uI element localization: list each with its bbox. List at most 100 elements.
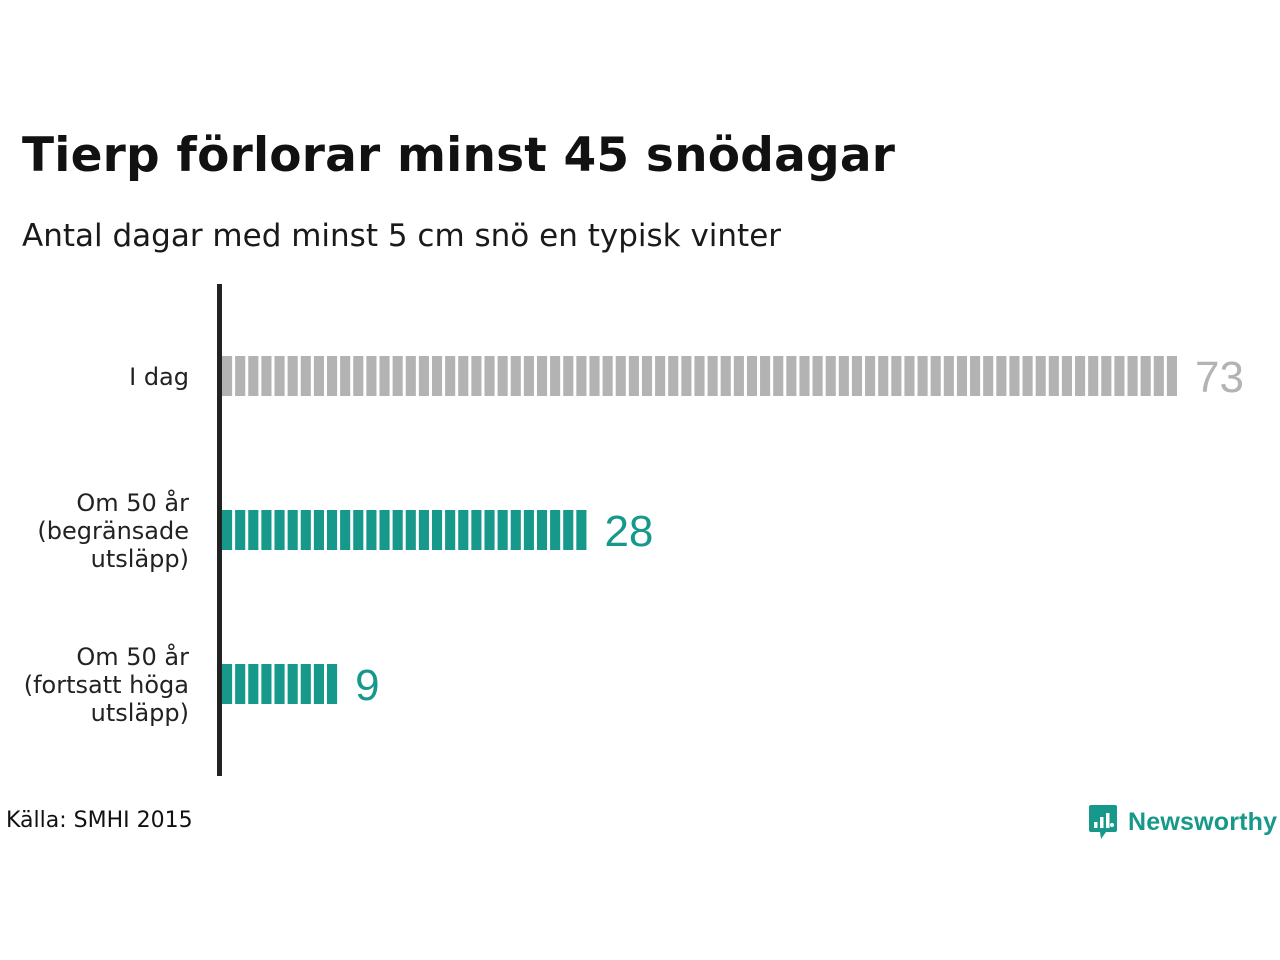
bar-segment	[602, 356, 613, 396]
bar-segment	[497, 356, 508, 396]
bar-segment	[956, 356, 968, 396]
bar-segment	[760, 356, 771, 396]
bar-segment	[366, 510, 377, 550]
bar-segment	[274, 356, 285, 396]
bar-segment	[576, 356, 587, 396]
bar-segment	[1075, 356, 1086, 396]
bar-segment	[1061, 356, 1073, 396]
category-label-line: (begränsade	[37, 517, 189, 545]
bar-segment	[1140, 356, 1151, 396]
bar-segment	[1035, 356, 1046, 396]
value-label-3: 9	[355, 661, 379, 710]
value-label-1: 73	[1195, 353, 1244, 402]
bar-segment	[838, 356, 849, 396]
bar-segment	[484, 510, 495, 550]
bar-segment	[983, 356, 994, 396]
bar-segment	[274, 510, 285, 550]
bar-segment	[418, 356, 429, 396]
bar-segment	[287, 510, 298, 550]
category-labels-layer: I dag Om 50 år (begränsade utsläpp) Om 50 år…	[24, 363, 189, 727]
bar-segment	[458, 510, 469, 550]
bar-segment	[471, 510, 482, 550]
bar-segment	[261, 664, 272, 704]
bar-segment	[379, 510, 390, 550]
bar-segment	[1009, 356, 1020, 396]
bar-segment	[510, 356, 521, 396]
value-labels-layer: 73 28 9	[355, 353, 1244, 710]
bar-segment	[248, 664, 259, 704]
bar-segment	[563, 510, 574, 550]
bar-segment	[235, 510, 246, 550]
bar-segment	[996, 356, 1007, 396]
bar-segment	[326, 356, 338, 396]
bar-segment	[222, 356, 233, 396]
bar-segment	[1088, 356, 1099, 396]
bar-segment	[326, 664, 338, 704]
bar-segment	[563, 356, 574, 396]
bar-segment	[615, 356, 626, 396]
bar-segment	[313, 356, 324, 396]
bar-1	[222, 356, 1177, 396]
bar-segment	[326, 510, 338, 550]
bar-segment	[471, 356, 482, 396]
bar-3	[222, 664, 338, 704]
bar-segment	[1127, 356, 1138, 396]
bar-segment	[825, 356, 836, 396]
bar-segment	[589, 356, 600, 396]
bar-segment	[484, 356, 495, 396]
bar-segment	[1153, 356, 1164, 396]
bar-segment	[248, 356, 259, 396]
bar-segment	[458, 356, 469, 396]
source-note: Källa: SMHI 2015	[6, 808, 193, 833]
chart-title: Tierp förlorar minst 45 snödagar	[22, 128, 896, 183]
bar-segment	[300, 510, 311, 550]
brand-logo: Newsworthy	[1088, 803, 1277, 841]
bar-segment	[851, 356, 863, 396]
bar-segment	[536, 356, 548, 396]
bar-segment	[1101, 356, 1112, 396]
bar-segment	[340, 356, 351, 396]
bar-2	[222, 510, 587, 550]
newsworthy-logo-icon	[1089, 805, 1117, 839]
bar-segment	[707, 356, 718, 396]
bar-chart: I dag Om 50 år (begränsade utsläpp) Om 50 år…	[24, 284, 1244, 776]
bar-segment	[248, 510, 259, 550]
bar-segment	[405, 510, 416, 550]
bar-segment	[392, 356, 403, 396]
chart-subtitle: Antal dagar med minst 5 cm snö en typisk…	[22, 218, 782, 254]
category-label-line: utsläpp)	[91, 699, 189, 727]
bar-segment	[313, 510, 324, 550]
bar-segment	[812, 356, 823, 396]
bar-segment	[235, 664, 246, 704]
bar-segment	[222, 664, 233, 704]
bar-segment	[392, 510, 403, 550]
bar-segment	[970, 356, 981, 396]
bar-segment	[733, 356, 744, 396]
bar-segment	[261, 510, 272, 550]
category-label-line: I dag	[129, 363, 189, 391]
bar-segment	[1114, 356, 1125, 396]
bar-segment	[917, 356, 928, 396]
bar-segment	[681, 356, 692, 396]
bar-segment	[523, 510, 534, 550]
bar-segment	[405, 356, 416, 396]
bar-segment	[313, 664, 324, 704]
bar-segment	[628, 356, 639, 396]
bar-segment	[353, 356, 364, 396]
bars-layer	[222, 356, 1177, 704]
bar-segment	[536, 510, 548, 550]
bar-segment	[904, 356, 915, 396]
y-axis-line	[217, 284, 222, 776]
bar-segment	[287, 664, 298, 704]
bar-segment	[431, 356, 443, 396]
category-label-2: Om 50 år (begränsade utsläpp)	[37, 488, 189, 573]
category-label-line: (fortsatt höga	[24, 671, 189, 699]
bar-segment	[445, 356, 456, 396]
category-label-3: Om 50 år (fortsatt höga utsläpp)	[24, 642, 189, 727]
bar-segment	[510, 510, 521, 550]
bar-segment	[366, 356, 377, 396]
bar-segment	[340, 510, 351, 550]
bar-segment	[1048, 356, 1059, 396]
bar-segment	[865, 356, 876, 396]
bar-segment	[668, 356, 679, 396]
